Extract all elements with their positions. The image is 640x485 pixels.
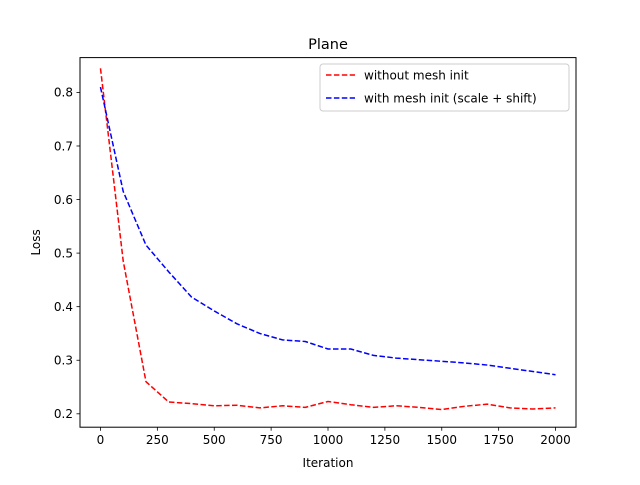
x-axis-ticks: 0 250 500 750 1000 1250 1500 1750 2000 <box>97 427 571 447</box>
legend-label-without-mesh-init: without mesh init <box>364 69 469 83</box>
y-tick-label: 0.5 <box>54 246 73 260</box>
chart-legend: without mesh init with mesh init (scale … <box>319 63 570 112</box>
y-axis-label: Loss <box>29 229 43 255</box>
series-line-without-mesh-init <box>99 68 556 411</box>
x-tick-label: 1000 <box>313 433 344 447</box>
y-axis-ticks: 0.2 0.3 0.4 0.5 0.6 0.7 0.8 <box>54 86 80 421</box>
series-line-with-mesh-init <box>99 86 556 376</box>
x-tick-label: 500 <box>203 433 226 447</box>
chart-title: Plane <box>308 37 348 53</box>
plot-series <box>99 68 556 411</box>
x-tick-label: 1750 <box>483 433 514 447</box>
legend-label-with-mesh-init: with mesh init (scale + shift) <box>364 92 537 106</box>
y-tick-label: 0.6 <box>54 193 73 207</box>
x-tick-label: 250 <box>146 433 169 447</box>
y-tick-label: 0.7 <box>54 139 73 153</box>
x-tick-label: 2000 <box>540 433 571 447</box>
x-tick-label: 750 <box>260 433 283 447</box>
y-tick-label: 0.3 <box>54 354 73 368</box>
legend-box <box>319 63 570 112</box>
y-tick-label: 0.2 <box>54 407 73 421</box>
y-tick-label: 0.4 <box>54 300 73 314</box>
x-tick-label: 0 <box>97 433 105 447</box>
y-tick-label: 0.8 <box>54 86 73 100</box>
plot-frame <box>79 57 577 428</box>
x-tick-label: 1250 <box>370 433 401 447</box>
x-axis-label: Iteration <box>303 456 354 470</box>
x-tick-label: 1500 <box>426 433 457 447</box>
